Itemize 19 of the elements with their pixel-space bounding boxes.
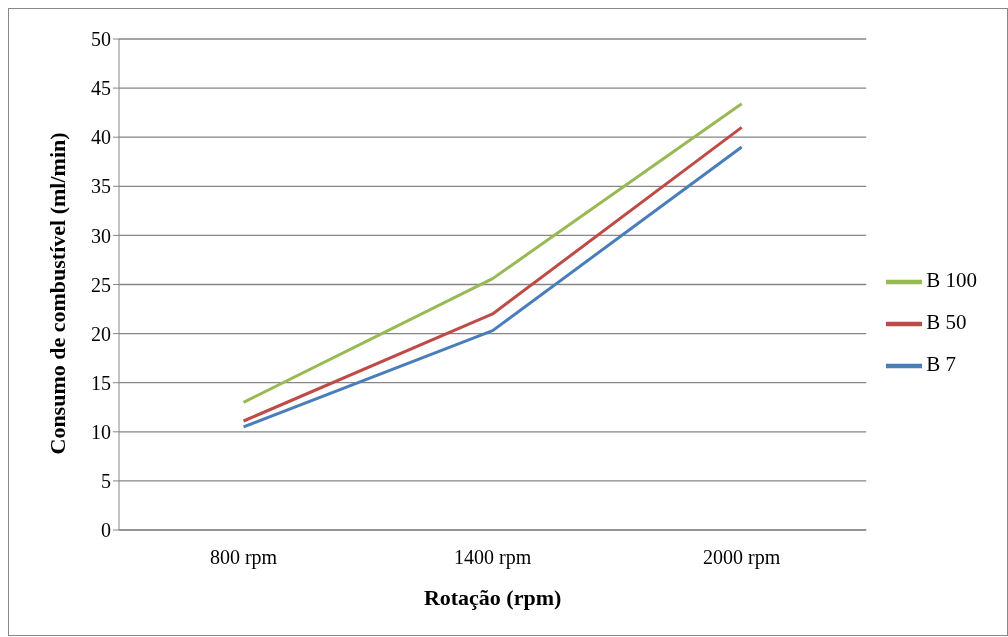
- legend-label: B 7: [926, 352, 956, 376]
- x-tick-label: 2000 rpm: [703, 546, 781, 570]
- y-tick-label: 15: [91, 371, 111, 394]
- legend-label: B 50: [926, 310, 967, 334]
- y-tick-label: 50: [91, 28, 111, 51]
- y-tick-label: 30: [91, 224, 111, 247]
- y-tick-label: 5: [101, 470, 111, 492]
- y-tick-label: 25: [91, 273, 111, 296]
- y-tick-label: 40: [91, 126, 111, 149]
- x-tick-label: 1400 rpm: [454, 546, 532, 570]
- y-tick-label: 10: [91, 420, 111, 443]
- x-axis-title: Rotação (rpm): [423, 585, 562, 610]
- x-tick-label: 800 rpm: [209, 546, 278, 570]
- y-axis-title: Consumo de combustível (ml/min): [44, 132, 70, 455]
- y-tick-label: 0: [101, 519, 111, 542]
- y-tick-label: 45: [91, 77, 111, 100]
- legend-label: B 100: [926, 268, 977, 292]
- y-tick-label: 35: [91, 175, 111, 198]
- y-tick-label: 20: [91, 322, 111, 345]
